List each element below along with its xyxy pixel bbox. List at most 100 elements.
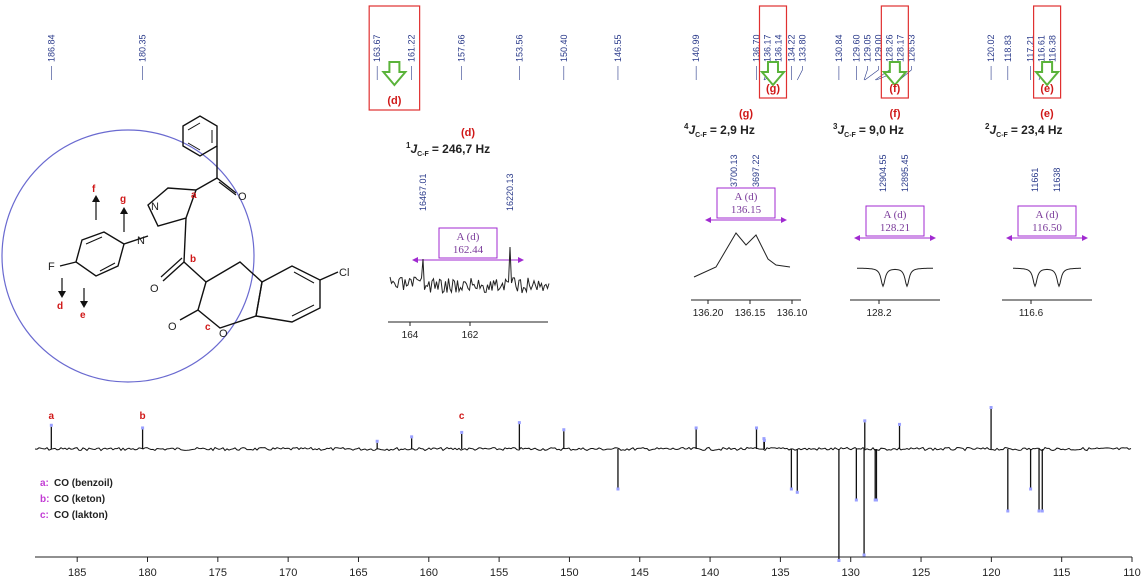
inset-range-arrow bbox=[854, 235, 860, 241]
molecule-structure: O N N F O O O Cl bbox=[1, 115, 349, 383]
inset-tick-label: 136.20 bbox=[693, 308, 724, 319]
inset-3: (e) 2JC-F = 23,4 Hz 11661 11638 A (d)116.50 11… bbox=[985, 108, 1092, 319]
inset-tag: (e) bbox=[1040, 108, 1054, 120]
inset-tick-label: 164 bbox=[402, 330, 419, 341]
inset-tick-label: 128.2 bbox=[866, 308, 891, 319]
peak-tag: a bbox=[49, 411, 55, 422]
legend: a: CO (benzoil) b: CO (keton) c: CO (lak… bbox=[40, 478, 113, 521]
inset-box-line1: A (d) bbox=[735, 191, 758, 203]
peak-marker bbox=[49, 423, 53, 427]
structure-tag-d: d bbox=[57, 301, 63, 312]
x-tick-label: 185 bbox=[68, 567, 86, 579]
peak-label: 118.83 bbox=[1003, 35, 1013, 62]
peak-marker bbox=[1037, 509, 1041, 513]
inset-box-line2: 116.50 bbox=[1032, 222, 1062, 234]
inset-peak-label: 11638 bbox=[1052, 168, 1062, 192]
x-tick-label: 165 bbox=[349, 567, 367, 579]
inset-coupling: 4JC-F = 2,9 Hz bbox=[684, 122, 755, 139]
x-tick-label: 130 bbox=[842, 567, 860, 579]
peak-label: 129.05 bbox=[862, 34, 872, 62]
x-tick-label: 170 bbox=[279, 567, 297, 579]
peak-label: 163.67 bbox=[372, 34, 382, 62]
highlight-tag: (d) bbox=[387, 95, 401, 107]
peak-marker bbox=[989, 406, 993, 409]
coupling-subscript: C-F bbox=[996, 132, 1008, 139]
x-tick-label: 150 bbox=[560, 567, 578, 579]
peak-marker bbox=[874, 498, 878, 502]
highlight-tag: (e) bbox=[1040, 83, 1054, 95]
coupling-value: = 23,4 Hz bbox=[1011, 123, 1063, 137]
x-tick-label: 135 bbox=[771, 567, 789, 579]
structure-tag-c: c bbox=[205, 322, 211, 333]
coumarin-benzo-ring bbox=[255, 265, 321, 323]
peak-marker bbox=[789, 487, 793, 491]
inset-multiplet-box bbox=[1017, 205, 1077, 237]
coupling-superscript: 1 bbox=[406, 141, 411, 150]
x-tick-label: 145 bbox=[631, 567, 649, 579]
peak-label-leader bbox=[899, 66, 912, 81]
x-tick-label: 125 bbox=[912, 567, 930, 579]
peak-label: 136.70 bbox=[751, 34, 761, 62]
peak-label: 150.40 bbox=[559, 34, 569, 62]
legend-text-b: CO (keton) bbox=[54, 494, 105, 505]
fluorophenyl-ring bbox=[75, 231, 125, 277]
legend-text-a: CO (benzoil) bbox=[54, 478, 113, 489]
structure-tag-b: b bbox=[190, 254, 196, 265]
peak-marker bbox=[1029, 487, 1033, 491]
peak-label: 134.22 bbox=[786, 34, 796, 62]
x-tick-label: 180 bbox=[138, 567, 156, 579]
peak-label: 128.17 bbox=[895, 34, 905, 62]
structure-tag-f: f bbox=[92, 184, 96, 195]
inset-peak-label: 16467.01 bbox=[418, 173, 428, 211]
peak-marker bbox=[762, 437, 766, 441]
peak-tag: c bbox=[459, 411, 465, 422]
peak-tag: b bbox=[140, 411, 146, 422]
highlight-arrow bbox=[381, 61, 408, 87]
coupling-subscript: C-F bbox=[844, 132, 856, 139]
inset-range-arrow bbox=[412, 257, 418, 263]
peak-label-leader bbox=[864, 66, 879, 81]
x-tick-label: 160 bbox=[420, 567, 438, 579]
inset-trace bbox=[389, 246, 550, 295]
x-tick-label: 115 bbox=[1053, 567, 1071, 579]
highlight-tag: (f) bbox=[889, 83, 900, 95]
coupling-value: = 9,0 Hz bbox=[859, 123, 904, 137]
peak-marker bbox=[562, 428, 566, 432]
inset-trace bbox=[857, 267, 933, 288]
peak-label: 129.00 bbox=[873, 34, 883, 62]
inset-peak-label: 13697.22 bbox=[751, 154, 761, 192]
inset-coupling: 1JC-F = 246,7 Hz bbox=[406, 141, 490, 158]
peak-marker bbox=[517, 421, 521, 425]
x-tick-label: 110 bbox=[1123, 567, 1141, 579]
peak-marker bbox=[795, 490, 799, 494]
coupling-subscript: C-F bbox=[695, 132, 707, 139]
peak-label: 128.26 bbox=[884, 34, 894, 62]
x-tick-label: 175 bbox=[209, 567, 227, 579]
inset-box-line1: A (d) bbox=[884, 209, 907, 221]
inset-multiplet-box bbox=[716, 187, 776, 219]
highlight-box bbox=[368, 5, 421, 111]
inset-tag: (d) bbox=[461, 127, 475, 139]
inset-peak-label: 16220.13 bbox=[505, 173, 515, 211]
legend-key-a: a: bbox=[40, 478, 49, 489]
peak-marker bbox=[616, 487, 620, 491]
peak-label: 146.55 bbox=[613, 34, 623, 62]
inset-multiplet-box bbox=[865, 205, 925, 237]
coupling-superscript: 4 bbox=[684, 122, 689, 131]
peak-marker bbox=[854, 498, 858, 502]
inset-range-arrow bbox=[930, 235, 936, 241]
atom-N2: N bbox=[151, 201, 159, 213]
legend-key-b: b: bbox=[40, 494, 49, 505]
peak-label: 129.60 bbox=[851, 34, 861, 62]
inset-peak-label: 13700.13 bbox=[729, 154, 739, 192]
highlight-box bbox=[1032, 5, 1062, 99]
inset-range-arrow bbox=[1082, 235, 1088, 241]
x-axis: 185 180 175 170 165 160 155 150 145 140 135 130 125 1… bbox=[35, 556, 1141, 579]
peak-marker bbox=[863, 419, 867, 423]
peak-label: 136.17 bbox=[762, 34, 772, 62]
main-spectrum: a b c bbox=[34, 406, 1132, 562]
peak-label: 140.99 bbox=[691, 34, 701, 62]
